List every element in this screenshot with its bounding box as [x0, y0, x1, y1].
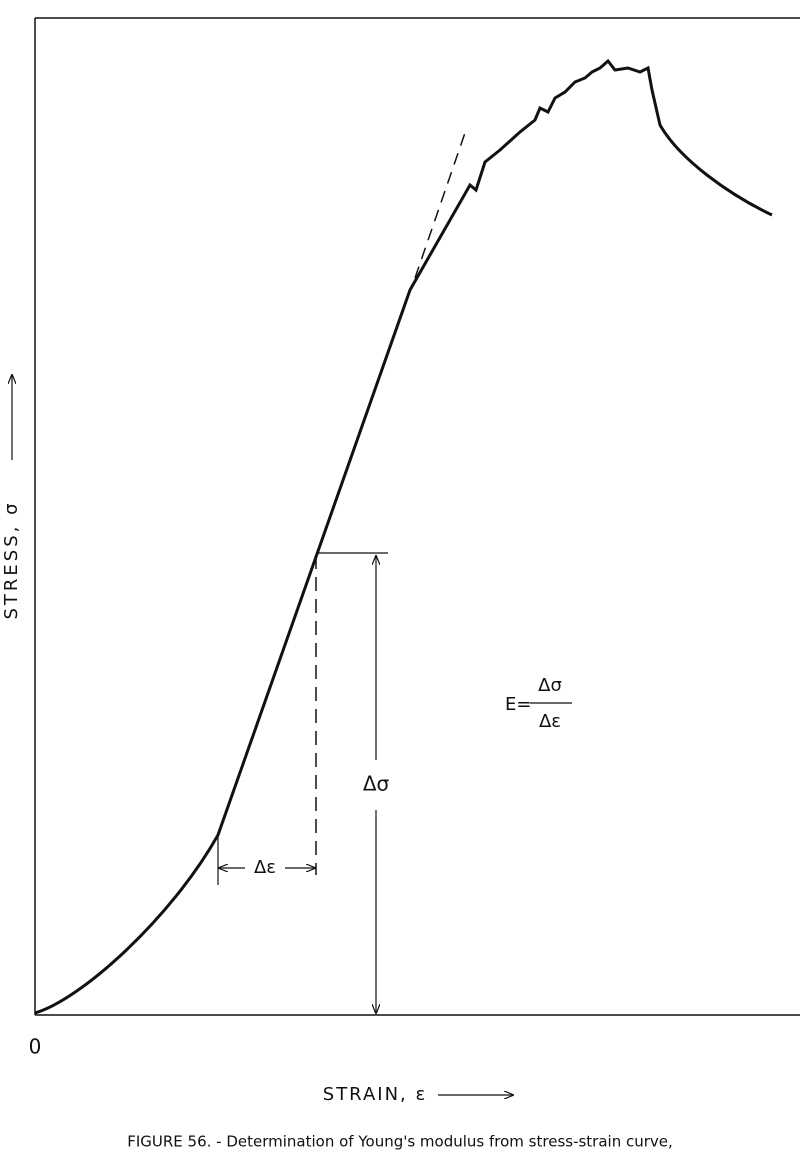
frame [34, 17, 800, 1016]
delta-strain-label: Δε [254, 857, 276, 878]
caption: FIGURE 56. - Determination of Young's mo… [127, 1133, 673, 1151]
origin-label: 0 [29, 1035, 42, 1059]
formula-denominator: Δε [539, 711, 561, 732]
tangent-line [414, 129, 467, 279]
formula-lhs: E= [505, 694, 531, 715]
delta-stress-label: Δσ [363, 772, 390, 796]
stress-strain-curve [34, 58, 773, 1015]
y-axis-label: STRESS, σ [1, 500, 22, 619]
formula-numerator: Δσ [538, 675, 562, 696]
x-axis-label: STRAIN, ε [323, 1084, 427, 1105]
